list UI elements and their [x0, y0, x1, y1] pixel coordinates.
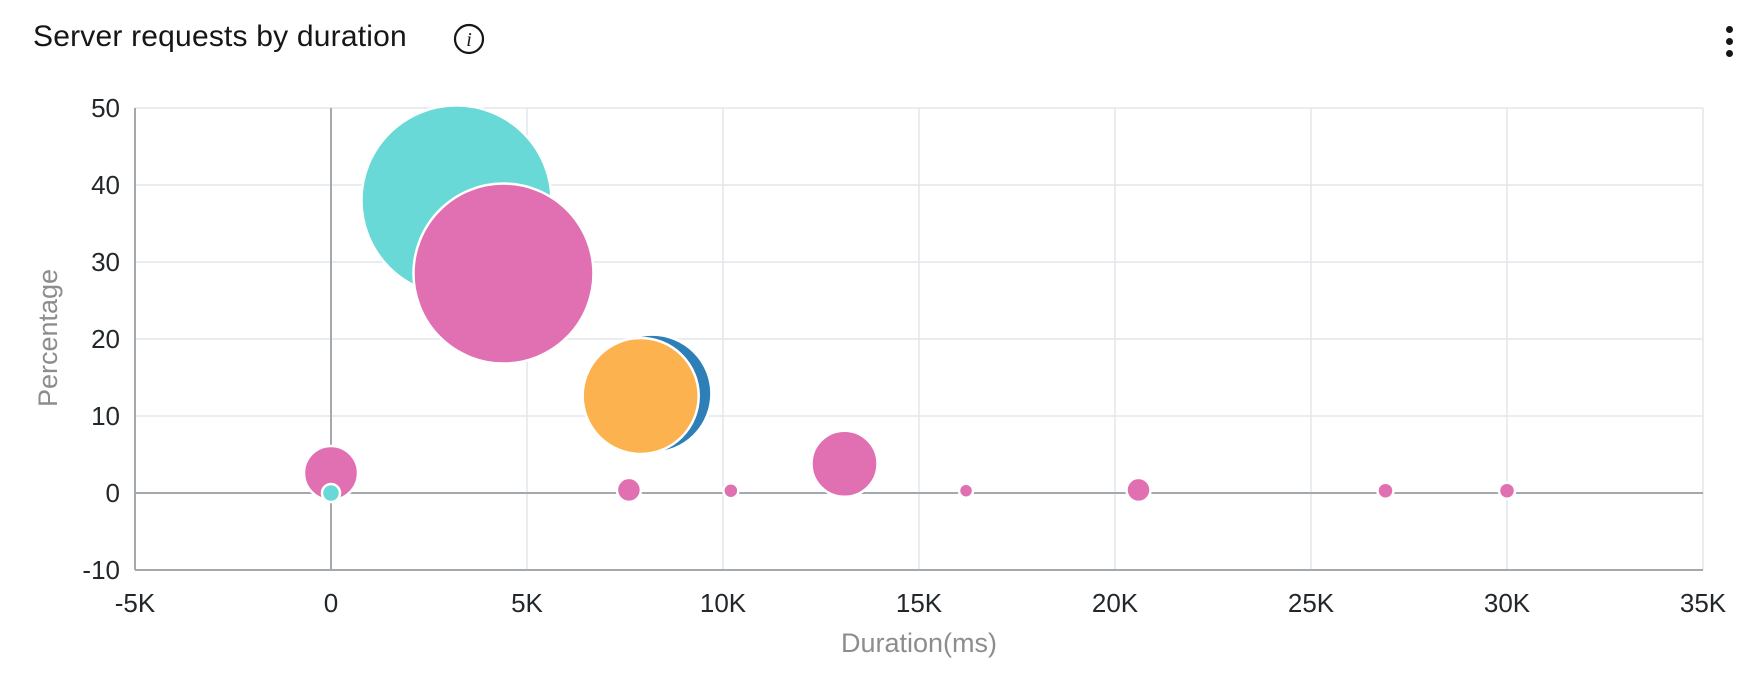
bubble-pink[interactable]	[1376, 481, 1395, 500]
x-axis-label: Duration(ms)	[841, 628, 997, 658]
bubble-pink[interactable]	[810, 429, 879, 498]
bubble-teal[interactable]	[320, 482, 342, 504]
x-tick-label: 20K	[1092, 588, 1139, 618]
y-tick-label: 10	[91, 401, 120, 431]
y-axis-label: Percentage	[33, 269, 63, 407]
bubble-pink[interactable]	[1125, 476, 1152, 504]
y-tick-label: 40	[91, 170, 120, 200]
x-tick-label: 5K	[511, 588, 543, 618]
y-tick-label: 0	[106, 478, 120, 508]
kebab-dot	[1725, 37, 1733, 45]
y-tick-label: 50	[91, 93, 120, 123]
bubbles-layer	[302, 104, 1517, 504]
x-tick-label: 0	[324, 588, 338, 618]
page-title: Server requests by duration	[33, 20, 407, 53]
x-tick-label: 35K	[1680, 588, 1727, 618]
x-tick-label: -5K	[115, 588, 156, 618]
bubble-pink[interactable]	[412, 182, 595, 365]
x-tick-label: 15K	[896, 588, 943, 618]
chart-header: Server requests by duration i	[0, 0, 1748, 70]
info-icon[interactable]: i	[453, 23, 485, 55]
x-tick-label: 30K	[1484, 588, 1531, 618]
y-tick-label: -10	[82, 555, 120, 585]
y-tick-label: 20	[91, 324, 120, 354]
bubble-pink[interactable]	[722, 481, 740, 500]
y-tick-label: 30	[91, 247, 120, 277]
info-icon-glyph: i	[453, 23, 485, 55]
bubble-pink[interactable]	[1497, 481, 1517, 500]
bubble-orange[interactable]	[581, 336, 700, 456]
svg-text:i: i	[466, 29, 472, 51]
x-tick-label: 25K	[1288, 588, 1335, 618]
x-axis-tick-labels: -5K 0 5K 10K 15K 20K 25K 30K 35K	[115, 588, 1727, 618]
y-axis-tick-labels: -10 0 10 20 30 40 50	[82, 93, 120, 585]
bubble-pink[interactable]	[615, 476, 643, 504]
bubble-pink[interactable]	[957, 482, 975, 499]
overflow-menu-icon[interactable]	[1712, 18, 1746, 64]
kebab-dot	[1725, 49, 1733, 57]
kebab-dot	[1725, 25, 1733, 33]
x-tick-label: 10K	[700, 588, 747, 618]
